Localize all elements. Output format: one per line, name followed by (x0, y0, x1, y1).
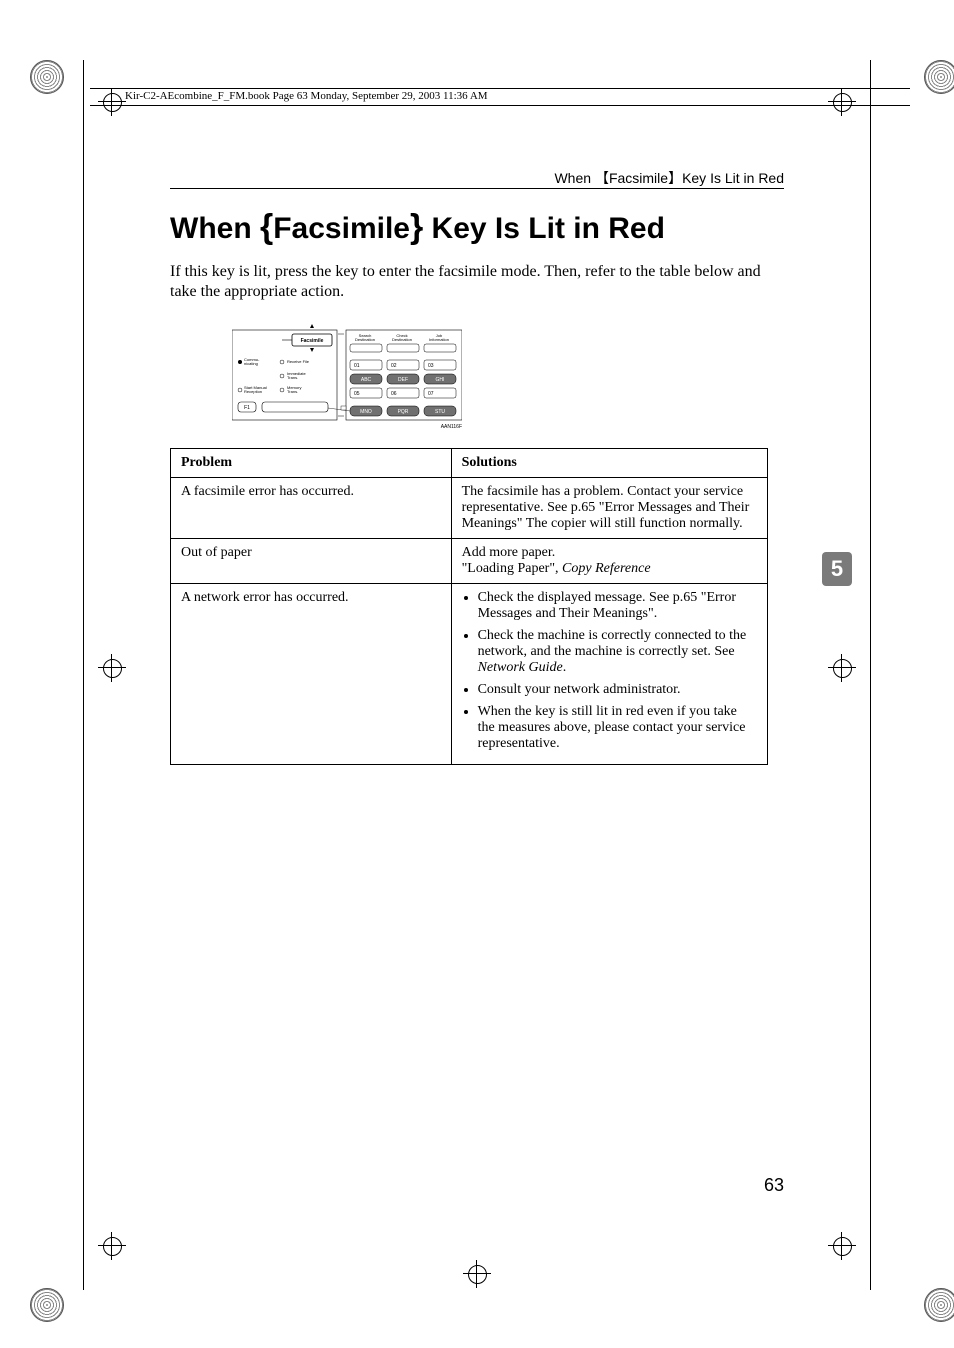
register-mark (463, 1260, 491, 1288)
svg-text:PQR: PQR (398, 409, 409, 415)
table-row: A network error has occurred. Check the … (171, 584, 768, 765)
crop-line (870, 60, 871, 1290)
svg-text:Trans.: Trans. (287, 375, 298, 380)
book-header: Kir-C2-AEcombine_F_FM.book Page 63 Monda… (90, 88, 910, 106)
svg-text:Trans.: Trans. (287, 389, 298, 394)
register-mark (828, 654, 856, 682)
facsimile-panel-diagram: Facsimile Commu- nicating Receive File I… (232, 320, 462, 430)
svg-text:MNO: MNO (360, 409, 372, 415)
title-word: Facsimile (273, 212, 410, 245)
cell-solution: Add more paper. "Loading Paper", Copy Re… (451, 539, 767, 584)
intro-text: If this key is lit, press the key to ent… (170, 262, 770, 302)
register-mark (98, 1232, 126, 1260)
troubleshooting-table: Problem Solutions A facsimile error has … (170, 448, 768, 765)
svg-text:STU: STU (435, 409, 445, 415)
svg-text:DEF: DEF (398, 377, 408, 383)
col-problem: Problem (171, 449, 452, 478)
page-number: 63 (764, 1175, 784, 1196)
svg-text:06: 06 (391, 391, 397, 397)
bullet: Check the machine is correctly connected… (478, 628, 757, 676)
f1-label: F1 (244, 405, 250, 411)
svg-text:nicating: nicating (244, 361, 258, 366)
svg-text:GHI: GHI (436, 377, 445, 383)
svg-text:05: 05 (354, 391, 360, 397)
svg-text:Destination: Destination (355, 337, 375, 342)
table-row: A facsimile error has occurred. The facs… (171, 478, 768, 539)
book-header-text: Kir-C2-AEcombine_F_FM.book Page 63 Monda… (125, 90, 488, 102)
svg-text:03: 03 (428, 363, 434, 369)
crop-line (83, 60, 84, 1290)
cell-problem: Out of paper (171, 539, 452, 584)
chapter-number: 5 (831, 556, 843, 582)
svg-text:Reception: Reception (244, 389, 262, 394)
table-row: Out of paper Add more paper. "Loading Pa… (171, 539, 768, 584)
facsimile-key-label: Facsimile (301, 338, 324, 344)
diagram-code: AAN116F (441, 424, 462, 430)
cell-solution: Check the displayed message. See p.65 "E… (451, 584, 767, 765)
col-solutions: Solutions (451, 449, 767, 478)
solution-line: "Loading Paper", Copy Reference (462, 561, 757, 577)
solution-line: Add more paper. (462, 545, 757, 561)
running-word: Facsimile (609, 170, 668, 186)
svg-text:02: 02 (391, 363, 397, 369)
svg-text:ABC: ABC (361, 377, 372, 383)
title-suffix: Key Is Lit in Red (423, 212, 665, 245)
svg-text:07: 07 (428, 391, 434, 397)
cell-solution: The facsimile has a problem. Contact you… (451, 478, 767, 539)
svg-text:01: 01 (354, 363, 360, 369)
page-title: When {Facsimile} Key Is Lit in Red (170, 208, 665, 247)
svg-text:Destination: Destination (392, 337, 412, 342)
title-prefix: When (170, 212, 260, 245)
register-mark (828, 1232, 856, 1260)
running-rule (170, 188, 784, 189)
bullet: Consult your network administrator. (478, 682, 757, 698)
chapter-tab: 5 (822, 552, 852, 586)
cell-problem: A facsimile error has occurred. (171, 478, 452, 539)
bullet: When the key is still lit in red even if… (478, 704, 757, 752)
running-suffix: Key Is Lit in Red (682, 170, 784, 186)
bullet: Check the displayed message. See p.65 "E… (478, 590, 757, 622)
svg-text:Information: Information (429, 337, 449, 342)
led-receive-file: Receive File (287, 359, 310, 364)
running-head: When 【Facsimile】Key Is Lit in Red (554, 168, 784, 188)
register-mark (98, 654, 126, 682)
cell-problem: A network error has occurred. (171, 584, 452, 765)
running-prefix: When (554, 170, 591, 186)
